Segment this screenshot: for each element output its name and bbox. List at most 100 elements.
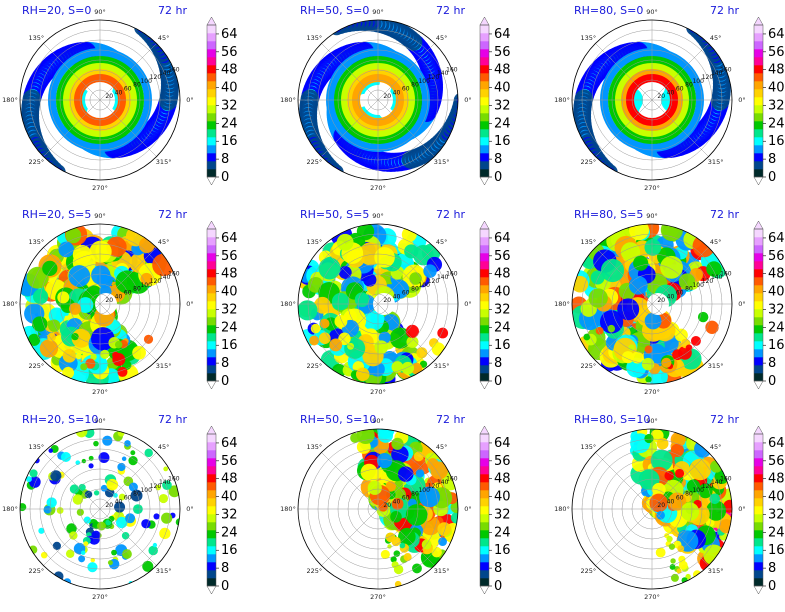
colorbar-segment (207, 121, 216, 130)
colorbar-tick-label: 24 (768, 525, 785, 540)
colorbar-extend-bottom (206, 176, 217, 186)
colorbar-extend-top (753, 16, 764, 26)
convective-cell (141, 519, 151, 529)
range-label: 100 (140, 282, 152, 289)
colorbar-segment (480, 229, 489, 238)
rainband-outer (601, 164, 618, 180)
colorbar-tick-label: 0 (494, 579, 502, 594)
colorbar-segment (480, 41, 489, 50)
convective-cell (60, 451, 71, 462)
colorbar-tick-label: 48 (221, 267, 238, 282)
convective-cell (132, 345, 146, 360)
echo-cell (390, 511, 402, 523)
colorbar-segment (207, 89, 216, 98)
convective-cell (80, 363, 88, 371)
azimuth-label: 180° (2, 505, 18, 513)
azimuth-spoke (377, 303, 435, 361)
colorbar: 0 8 16 24 32 40 48 56 64 (753, 220, 785, 390)
colorbar-segment (207, 530, 216, 539)
azimuth-label: 225° (307, 567, 323, 575)
panel-time: 72 hr (158, 413, 187, 426)
colorbar-segment (480, 498, 489, 507)
azimuth-label: 0° (738, 300, 745, 308)
colorbar-segment (480, 317, 489, 326)
azimuth-label: 180° (554, 505, 570, 513)
colorbar-segment (754, 538, 763, 547)
colorbar: 0 8 16 24 32 40 48 56 64 (206, 220, 238, 390)
convective-cell (329, 338, 343, 352)
colorbar-tick-label: 48 (768, 267, 785, 282)
azimuth-spoke (43, 247, 101, 305)
colorbar-segment (207, 261, 216, 270)
echo-cell (405, 504, 428, 526)
polar-panel: 90°45°0°315°270°225°180°135°204060801001… (554, 4, 746, 192)
azimuth-label: 135° (307, 238, 323, 246)
colorbar-segment (754, 113, 763, 122)
colorbar-segment (207, 373, 216, 382)
colorbar-tick-label: 24 (768, 320, 785, 335)
azimuth-label: 90° (646, 8, 658, 16)
colorbar-extend-top (479, 425, 490, 435)
azimuth-label: 270° (644, 388, 660, 396)
colorbar-tick-label: 64 (221, 27, 238, 42)
azimuth-label: 180° (554, 300, 570, 308)
colorbar-segment (754, 434, 763, 443)
convective-cell (128, 455, 138, 466)
range-label: 80 (133, 82, 141, 89)
colorbar-segment (480, 458, 489, 467)
colorbar-segment (480, 522, 489, 531)
convective-cell (84, 490, 93, 499)
azimuth-label: 0° (738, 96, 745, 104)
echo-cell (57, 291, 70, 304)
colorbar-segment (207, 458, 216, 467)
colorbar-tick-label: 8 (221, 356, 229, 371)
azimuth-spoke (43, 99, 101, 157)
colorbar-segment (480, 97, 489, 106)
colorbar-tick-label: 8 (221, 561, 229, 576)
convective-cell (100, 349, 110, 359)
colorbar-segment (480, 161, 489, 170)
colorbar-segment (480, 65, 489, 74)
panel-time: 72 hr (710, 413, 739, 426)
colorbar-tick-label: 24 (221, 525, 238, 540)
azimuth-label: 315° (434, 362, 450, 370)
colorbar-segment (480, 145, 489, 154)
colorbar-tick-label: 64 (768, 436, 785, 451)
azimuth-label: 90° (372, 212, 384, 220)
convective-cell (65, 549, 75, 558)
convective-cell (107, 560, 113, 566)
colorbar-tick-label: 16 (494, 134, 511, 149)
colorbar-tick-label: 48 (494, 267, 511, 282)
colorbar-tick-label: 24 (494, 116, 511, 131)
azimuth-spoke (321, 43, 379, 101)
convective-cell (677, 545, 685, 553)
convective-cell (27, 333, 41, 346)
azimuth-spoke (651, 99, 709, 157)
colorbar: 0 8 16 24 32 40 48 56 64 (206, 425, 238, 595)
echo-cell (338, 266, 352, 279)
azimuth-label: 225° (29, 567, 45, 575)
colorbar-segment (754, 365, 763, 374)
range-label: 40 (393, 498, 401, 505)
colorbar-extend-bottom (206, 585, 217, 595)
colorbar-segment (754, 442, 763, 451)
azimuth-label: 0° (464, 300, 471, 308)
azimuth-label: 0° (186, 300, 193, 308)
colorbar: 0 8 16 24 32 40 48 56 64 (753, 16, 785, 186)
colorbar-segment (207, 25, 216, 34)
convective-cell (121, 456, 127, 462)
range-label: 100 (692, 78, 704, 85)
azimuth-label: 0° (738, 505, 745, 513)
range-label: 100 (140, 78, 152, 85)
colorbar-tick-label: 0 (768, 579, 776, 594)
colorbar-segment (754, 169, 763, 178)
echo-cell (26, 266, 49, 289)
azimuth-label: 180° (2, 96, 18, 104)
range-label: 140 (711, 70, 723, 77)
convective-cell (71, 332, 79, 341)
azimuth-label: 270° (92, 593, 108, 601)
colorbar-extend-top (479, 16, 490, 26)
echo-cell (644, 312, 662, 330)
range-label: 40 (667, 293, 675, 300)
colorbar-segment (754, 546, 763, 555)
